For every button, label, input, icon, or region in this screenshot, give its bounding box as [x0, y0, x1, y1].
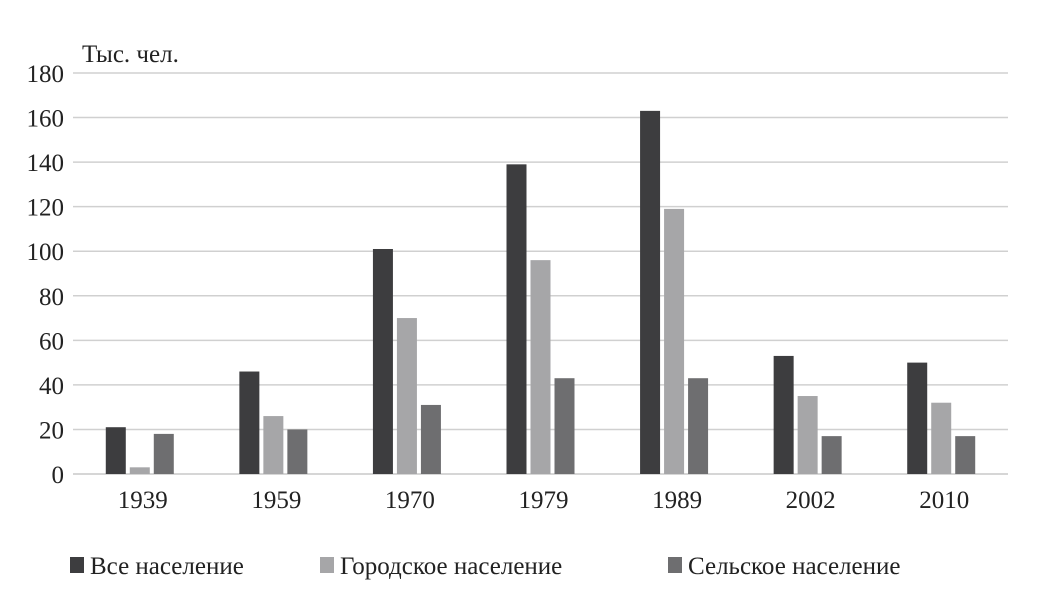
x-tick-label-1939: 1939 [118, 487, 168, 514]
legend: Все население Городское население Сельское… [70, 553, 900, 580]
y-axis-ticks: 0 20 40 60 80 100 120 140 160 180 [27, 61, 65, 489]
bar-2010-series-1 [907, 362, 928, 474]
bar-1959-series-3 [287, 429, 308, 474]
y-tick-label: 0 [52, 462, 65, 489]
bar-1989-series-1 [640, 110, 661, 474]
legend-swatch [70, 557, 84, 573]
y-tick-label: 20 [39, 417, 64, 444]
bar-1939-series-1 [105, 427, 126, 474]
x-tick-label-2010: 2010 [919, 487, 969, 514]
legend-swatch [668, 557, 682, 573]
bar-1979-series-1 [506, 164, 527, 475]
legend-swatch [320, 557, 334, 573]
bar-2002-series-1 [773, 355, 794, 474]
y-tick-label: 40 [39, 373, 64, 400]
bar-1970-series-1 [372, 248, 393, 474]
bar-1989-series-3 [688, 378, 709, 474]
legend-label: Все население [90, 553, 244, 580]
y-tick-label: 140 [27, 150, 65, 177]
y-axis-unit-label: Тыс. чел. [82, 41, 179, 68]
bar-2010-series-2 [931, 402, 952, 474]
x-tick-label-1959: 1959 [251, 487, 301, 514]
legend-label: Городское население [340, 553, 562, 580]
y-tick-label: 160 [27, 106, 65, 133]
bar-1939-series-2 [129, 467, 150, 474]
y-tick-label: 180 [27, 61, 65, 88]
x-tick-label-1989: 1989 [652, 487, 702, 514]
y-tick-label: 120 [27, 195, 65, 222]
y-tick-label: 80 [39, 284, 64, 311]
bar-1939-series-3 [153, 433, 174, 474]
bars [105, 110, 976, 475]
bar-2002-series-3 [821, 436, 842, 474]
bar-2002-series-2 [797, 396, 818, 474]
bar-1979-series-3 [554, 378, 575, 474]
x-tick-label-2002: 2002 [786, 487, 836, 514]
bar-1970-series-2 [396, 318, 417, 474]
y-tick-label: 60 [39, 328, 64, 355]
bar-1970-series-3 [420, 404, 441, 474]
x-axis-ticks: 1939 1959 1970 1979 1989 2002 2010 [118, 487, 969, 514]
bar-1959-series-1 [239, 371, 260, 474]
legend-label: Сельское население [688, 553, 900, 580]
bar-1959-series-2 [263, 416, 284, 474]
x-tick-label-1970: 1970 [385, 487, 435, 514]
bar-2010-series-3 [955, 436, 976, 474]
bar-1989-series-2 [664, 208, 685, 474]
bar-1979-series-2 [530, 260, 551, 474]
y-tick-label: 100 [27, 239, 65, 266]
x-tick-label-1979: 1979 [519, 487, 569, 514]
